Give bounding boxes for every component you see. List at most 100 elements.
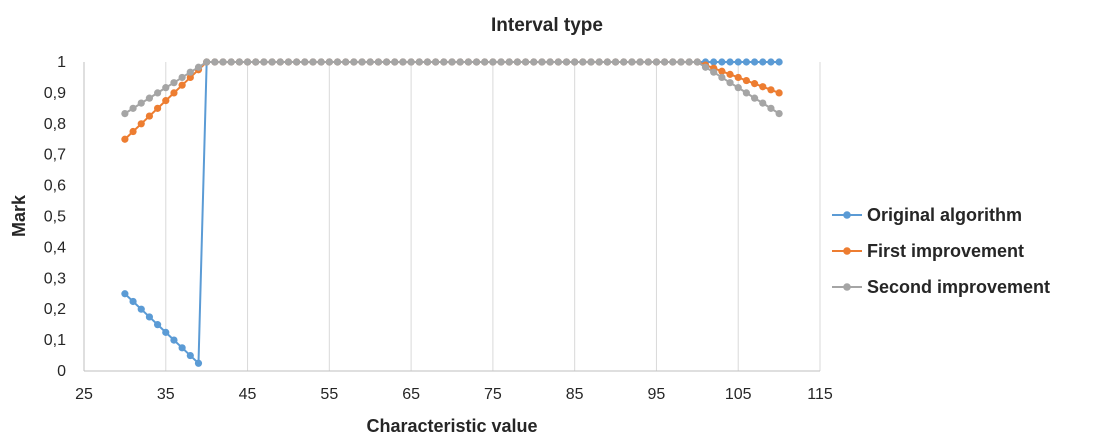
x-tick-label: 65 — [402, 386, 420, 403]
data-point-second-improvement — [219, 58, 227, 66]
data-point-original-algorithm — [750, 58, 759, 66]
data-point-second-improvement — [178, 73, 186, 82]
data-point-original-algorithm — [137, 305, 145, 313]
x-tick-label: 75 — [484, 386, 502, 403]
data-point-second-improvement — [734, 84, 742, 92]
data-point-second-improvement — [587, 58, 595, 66]
data-point-second-improvement — [374, 58, 382, 66]
data-point-original-algorithm — [767, 58, 775, 66]
data-point-second-improvement — [170, 79, 178, 87]
data-point-second-improvement — [685, 58, 693, 66]
data-point-original-algorithm — [710, 58, 718, 66]
data-point-second-improvement — [759, 99, 767, 107]
data-point-first-improvement — [775, 89, 783, 97]
data-point-original-algorithm — [726, 58, 734, 66]
data-point-second-improvement — [235, 58, 243, 66]
data-point-second-improvement — [252, 58, 260, 66]
data-point-first-improvement — [129, 127, 137, 136]
data-point-second-improvement — [301, 58, 309, 66]
series-line-second-improvement — [124, 61, 780, 115]
data-point-first-improvement — [718, 67, 726, 75]
x-tick-label: 115 — [807, 386, 833, 403]
data-point-second-improvement — [317, 58, 325, 66]
data-point-second-improvement — [644, 58, 652, 66]
data-point-original-algorithm — [734, 58, 742, 66]
data-point-second-improvement — [268, 58, 276, 66]
data-point-second-improvement — [750, 94, 759, 102]
x-tick-label: 25 — [75, 386, 93, 403]
x-tick-label: 55 — [320, 386, 338, 403]
data-point-second-improvement — [284, 58, 293, 66]
data-point-original-algorithm — [178, 344, 186, 352]
data-point-second-improvement — [742, 89, 751, 97]
data-point-original-algorithm — [194, 359, 203, 367]
data-point-second-improvement — [121, 110, 129, 118]
data-point-second-improvement — [448, 58, 456, 66]
y-tick-label: 0,9 — [44, 85, 66, 102]
x-tick-label: 85 — [566, 386, 584, 403]
data-point-first-improvement — [186, 73, 194, 82]
series-group — [121, 58, 783, 367]
data-point-first-improvement — [145, 112, 154, 120]
data-point-second-improvement — [358, 58, 366, 66]
x-tick-label: 35 — [157, 386, 175, 403]
y-tick-label: 0,5 — [44, 209, 66, 226]
data-point-second-improvement — [342, 58, 350, 66]
data-point-original-algorithm — [759, 58, 767, 66]
data-point-first-improvement — [121, 135, 129, 143]
data-point-second-improvement — [415, 58, 423, 66]
data-point-second-improvement — [522, 58, 530, 66]
data-point-second-improvement — [211, 58, 219, 66]
legend-label-second-improvement: Second improvement — [867, 277, 1050, 297]
data-point-second-improvement — [775, 110, 783, 118]
data-point-second-improvement — [423, 58, 432, 66]
x-axis-title: Characteristic value — [366, 416, 537, 436]
data-point-second-improvement — [513, 58, 522, 66]
data-point-first-improvement — [154, 104, 162, 112]
data-point-first-improvement — [178, 81, 186, 89]
y-tick-label: 0,6 — [44, 178, 66, 195]
y-tick-label: 0,2 — [44, 301, 66, 318]
data-point-second-improvement — [456, 58, 464, 66]
axes: 25 35 45 55 65 75 85 95 105 115 0 0,1 0,2 0,3 0,4 0,5 0,… — [44, 54, 833, 403]
data-point-first-improvement — [734, 73, 742, 82]
data-point-second-improvement — [554, 58, 562, 66]
data-point-first-improvement — [759, 83, 767, 91]
data-point-second-improvement — [579, 58, 587, 66]
data-point-second-improvement — [710, 68, 718, 76]
chart-title: Interval type — [491, 15, 603, 36]
data-point-second-improvement — [129, 104, 137, 112]
data-point-original-algorithm — [170, 336, 178, 344]
data-point-second-improvement — [154, 89, 162, 97]
legend-item-original-algorithm: Original algorithm — [832, 205, 1022, 225]
series-second-improvement — [121, 58, 783, 118]
data-point-second-improvement — [399, 58, 407, 66]
data-point-first-improvement — [767, 86, 775, 94]
data-point-original-algorithm — [162, 328, 170, 336]
data-point-second-improvement — [227, 58, 235, 66]
data-point-second-improvement — [194, 63, 203, 71]
gridlines — [165, 62, 821, 371]
y-tick-label: 0,1 — [44, 332, 66, 349]
y-axis-title: Mark — [9, 194, 29, 237]
data-point-second-improvement — [472, 58, 481, 66]
data-point-second-improvement — [309, 58, 317, 66]
data-point-second-improvement — [726, 79, 734, 87]
data-point-first-improvement — [137, 120, 145, 128]
data-point-second-improvement — [325, 58, 333, 66]
data-point-first-improvement — [726, 70, 734, 78]
y-tick-label: 0,7 — [44, 147, 66, 164]
data-point-second-improvement — [661, 58, 669, 66]
data-point-second-improvement — [481, 58, 489, 66]
data-point-second-improvement — [669, 58, 677, 66]
data-point-second-improvement — [767, 104, 775, 112]
x-tick-label: 105 — [725, 386, 752, 403]
data-point-second-improvement — [595, 58, 603, 66]
data-point-second-improvement — [636, 58, 644, 66]
data-point-second-improvement — [464, 58, 472, 66]
data-point-second-improvement — [571, 58, 579, 66]
data-point-original-algorithm — [775, 58, 783, 66]
data-point-second-improvement — [137, 99, 145, 107]
data-point-second-improvement — [333, 58, 342, 66]
